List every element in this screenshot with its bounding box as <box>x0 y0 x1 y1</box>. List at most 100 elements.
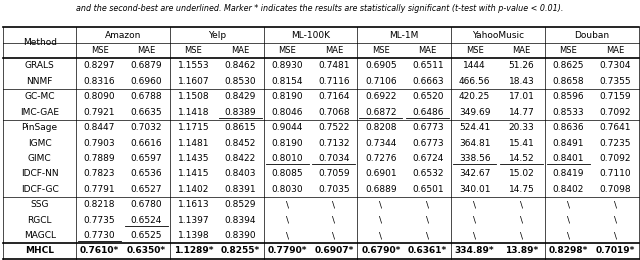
Text: IGMC: IGMC <box>28 139 51 147</box>
Text: 0.6780: 0.6780 <box>131 200 162 209</box>
Text: MSE: MSE <box>466 46 483 55</box>
Text: MSE: MSE <box>184 46 202 55</box>
Text: 1.1415: 1.1415 <box>177 169 209 178</box>
Text: 0.7610*: 0.7610* <box>80 246 119 256</box>
Text: 0.6879: 0.6879 <box>131 61 162 70</box>
Text: 0.8636: 0.8636 <box>552 123 584 132</box>
Text: 1.1613: 1.1613 <box>177 200 209 209</box>
Text: IDCF-GC: IDCF-GC <box>20 185 58 194</box>
Text: 0.6616: 0.6616 <box>131 139 162 147</box>
Text: 0.7903: 0.7903 <box>84 139 115 147</box>
Text: 1.1607: 1.1607 <box>177 77 209 86</box>
Text: MAGCL: MAGCL <box>24 231 56 240</box>
Text: 0.7035: 0.7035 <box>318 185 350 194</box>
Text: Method: Method <box>22 38 56 47</box>
Text: 0.6907*: 0.6907* <box>314 246 354 256</box>
Text: 0.8403: 0.8403 <box>225 169 256 178</box>
Text: 1.1553: 1.1553 <box>177 61 209 70</box>
Text: 0.6663: 0.6663 <box>412 77 444 86</box>
Text: 0.8422: 0.8422 <box>225 154 256 163</box>
Text: 0.7823: 0.7823 <box>84 169 115 178</box>
Text: 1.1508: 1.1508 <box>177 92 209 101</box>
Text: MHCL: MHCL <box>25 246 54 256</box>
Text: 0.8297: 0.8297 <box>84 61 115 70</box>
Text: 0.6872: 0.6872 <box>365 108 397 117</box>
Text: 0.6773: 0.6773 <box>412 139 444 147</box>
Text: 0.8255*: 0.8255* <box>221 246 260 256</box>
Text: 0.8298*: 0.8298* <box>548 246 588 256</box>
Text: 0.8046: 0.8046 <box>271 108 303 117</box>
Text: 0.7159: 0.7159 <box>600 92 631 101</box>
Text: 0.6525: 0.6525 <box>131 231 162 240</box>
Text: 20.33: 20.33 <box>509 123 534 132</box>
Text: MAE: MAE <box>606 46 625 55</box>
Text: 0.7790*: 0.7790* <box>268 246 307 256</box>
Text: \: \ <box>567 231 570 240</box>
Text: 0.6532: 0.6532 <box>412 169 444 178</box>
Text: MAE: MAE <box>513 46 531 55</box>
Text: \: \ <box>567 216 570 225</box>
Text: 17.01: 17.01 <box>509 92 534 101</box>
Text: 338.56: 338.56 <box>459 154 490 163</box>
Text: 0.6790*: 0.6790* <box>361 246 401 256</box>
Text: MAE: MAE <box>231 46 250 55</box>
Text: 0.6511: 0.6511 <box>412 61 444 70</box>
Text: 0.8452: 0.8452 <box>225 139 256 147</box>
Text: 0.7735: 0.7735 <box>84 216 115 225</box>
Text: \: \ <box>285 200 289 209</box>
Text: 0.6889: 0.6889 <box>365 185 397 194</box>
Text: 14.75: 14.75 <box>509 185 534 194</box>
Text: \: \ <box>614 200 617 209</box>
Text: 0.7481: 0.7481 <box>318 61 349 70</box>
Text: 334.89*: 334.89* <box>455 246 495 256</box>
Text: 0.7132: 0.7132 <box>318 139 349 147</box>
Text: GRALS: GRALS <box>25 61 54 70</box>
Text: 0.6635: 0.6635 <box>131 108 162 117</box>
Text: 0.6486: 0.6486 <box>412 108 444 117</box>
Text: IDCF-NN: IDCF-NN <box>21 169 58 178</box>
Text: 14.52: 14.52 <box>509 154 534 163</box>
Text: \: \ <box>426 231 429 240</box>
Text: 1.1418: 1.1418 <box>177 108 209 117</box>
Text: 0.8615: 0.8615 <box>225 123 256 132</box>
Text: GIMC: GIMC <box>28 154 51 163</box>
Text: IMC-GAE: IMC-GAE <box>20 108 59 117</box>
Text: \: \ <box>332 200 335 209</box>
Text: \: \ <box>520 216 523 225</box>
Text: 0.6724: 0.6724 <box>412 154 444 163</box>
Text: 0.7276: 0.7276 <box>365 154 397 163</box>
Text: 0.7106: 0.7106 <box>365 77 397 86</box>
Text: MAE: MAE <box>325 46 343 55</box>
Text: \: \ <box>285 231 289 240</box>
Text: 0.8462: 0.8462 <box>225 61 256 70</box>
Text: 420.25: 420.25 <box>459 92 490 101</box>
Text: 349.69: 349.69 <box>459 108 490 117</box>
Text: 15.02: 15.02 <box>509 169 534 178</box>
Text: 0.6905: 0.6905 <box>365 61 397 70</box>
Text: 0.8429: 0.8429 <box>225 92 256 101</box>
Text: 0.6901: 0.6901 <box>365 169 397 178</box>
Text: 14.77: 14.77 <box>509 108 534 117</box>
Text: SSG: SSG <box>30 200 49 209</box>
Text: 0.8533: 0.8533 <box>552 108 584 117</box>
Text: 0.8491: 0.8491 <box>552 139 584 147</box>
Text: 1.1481: 1.1481 <box>177 139 209 147</box>
Text: 0.8930: 0.8930 <box>271 61 303 70</box>
Text: 0.8390: 0.8390 <box>225 231 256 240</box>
Text: 0.7068: 0.7068 <box>318 108 350 117</box>
Text: 13.89*: 13.89* <box>505 246 538 256</box>
Text: 0.7344: 0.7344 <box>365 139 397 147</box>
Text: and the second-best are underlined. Marker * indicates the results are statistic: and the second-best are underlined. Mark… <box>76 4 564 13</box>
Text: 0.9044: 0.9044 <box>271 123 303 132</box>
Text: 0.6536: 0.6536 <box>131 169 162 178</box>
Text: 0.7730: 0.7730 <box>84 231 115 240</box>
Text: 0.7641: 0.7641 <box>600 123 631 132</box>
Text: 0.8419: 0.8419 <box>552 169 584 178</box>
Text: \: \ <box>473 216 476 225</box>
Text: \: \ <box>614 216 617 225</box>
Text: 0.6922: 0.6922 <box>365 92 397 101</box>
Text: 0.8529: 0.8529 <box>225 200 256 209</box>
Text: 0.7921: 0.7921 <box>84 108 115 117</box>
Text: MSE: MSE <box>91 46 108 55</box>
Text: \: \ <box>332 231 335 240</box>
